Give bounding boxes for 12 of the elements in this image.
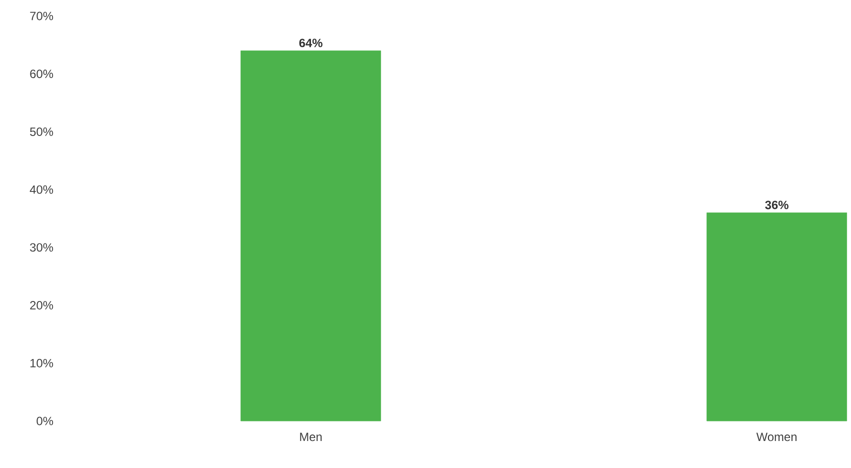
y-tick-label: 10% xyxy=(30,358,54,368)
y-tick-label: 70% xyxy=(30,12,54,20)
y-tick-label: 50% xyxy=(30,127,54,136)
data-label: 36% xyxy=(765,200,788,210)
data-label: 64% xyxy=(299,38,322,48)
y-tick-label: 30% xyxy=(30,243,54,252)
y-tick-label: 40% xyxy=(30,185,54,194)
x-tick-label: Men xyxy=(300,432,322,442)
y-tick-label: 0% xyxy=(36,416,54,426)
y-tick-label: 20% xyxy=(30,301,54,310)
y-tick-label: 60% xyxy=(30,70,54,78)
x-tick-label: Women xyxy=(756,432,797,442)
